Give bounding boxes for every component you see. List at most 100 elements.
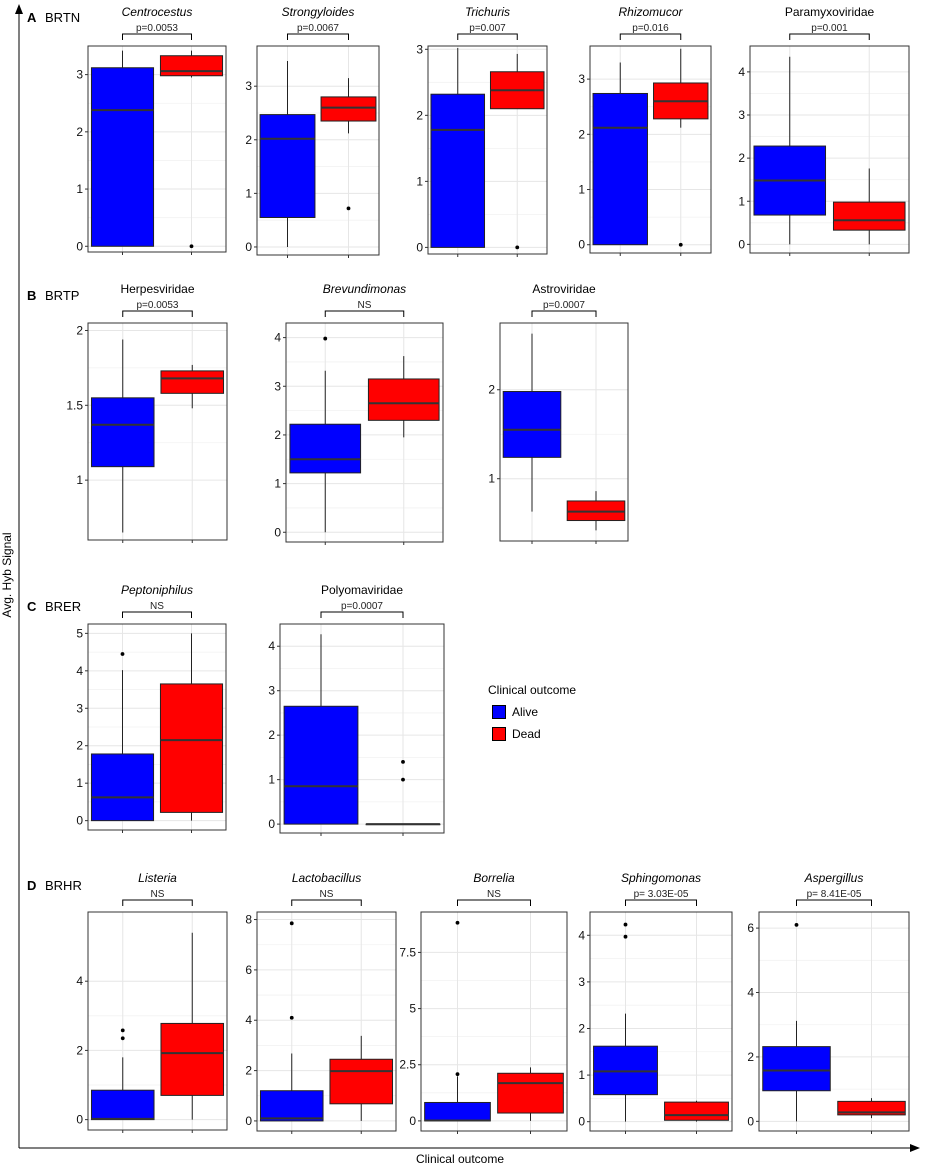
y-tick-label: 4 xyxy=(245,1013,252,1027)
plot-title: Peptoniphilus xyxy=(121,583,193,597)
box-alive xyxy=(259,1090,324,1122)
y-tick-label: 2 xyxy=(416,108,423,122)
y-tick-label: 1 xyxy=(76,182,83,196)
y-tick-label: 8 xyxy=(245,913,252,927)
y-tick-label: 0 xyxy=(245,1114,252,1128)
box-alive xyxy=(289,423,362,474)
chart-8: 0 1 2 3 4 5 NS Peptoniphilus xyxy=(76,583,227,833)
y-tick-label: 0 xyxy=(409,1114,416,1128)
y-tick-label: 4 xyxy=(274,331,281,345)
y-tick-label: 1 xyxy=(738,194,745,208)
box-dead xyxy=(320,96,377,122)
y-tick-label: 1.5 xyxy=(66,398,83,412)
significance-bracket xyxy=(122,611,192,618)
plot-title: Rhizomucor xyxy=(618,5,683,19)
y-tick-label: 3 xyxy=(274,379,281,393)
chart-0: 0 1 2 3 p=0.0053 Centrocestus xyxy=(76,5,227,255)
y-tick-label: 2 xyxy=(268,728,275,742)
significance-bracket xyxy=(291,899,362,906)
p-value-label: p=0.007 xyxy=(469,23,506,34)
plot-frame xyxy=(256,45,380,256)
y-tick-label: 1 xyxy=(578,1068,585,1082)
chart-6: 0 1 2 3 4 NS Brevundimonas xyxy=(274,282,444,545)
plot-frame xyxy=(87,911,228,1131)
plot-title: Strongyloides xyxy=(282,5,355,19)
p-value-label: p= 8.41E-05 xyxy=(807,889,862,900)
panel-letter-d: D xyxy=(27,878,36,893)
plot-frame xyxy=(279,623,445,834)
outlier-point-dead xyxy=(678,242,683,247)
chart-12: 0 2.5 5 7.5 NS Borrelia xyxy=(399,871,568,1134)
panel-name-d: BRHR xyxy=(45,878,82,893)
p-value-label: NS xyxy=(487,889,501,900)
y-tick-label: 1 xyxy=(274,477,281,491)
p-value-label: p=0.0067 xyxy=(297,23,339,34)
significance-bracket xyxy=(796,899,872,906)
panel-name-a: BRTN xyxy=(45,10,80,25)
plot-title: Trichuris xyxy=(465,5,510,19)
outlier-point-alive xyxy=(623,922,628,927)
plot-title: Listeria xyxy=(138,871,177,885)
y-tick-label: 4 xyxy=(747,986,754,1000)
panel-name-b: BRTP xyxy=(45,288,79,303)
y-tick-label: 2 xyxy=(578,127,585,141)
chart-9: 0 1 2 3 4 p=0.0007 Polyomaviridae xyxy=(268,583,445,836)
y-tick-label: 6 xyxy=(245,963,252,977)
plot-title: Polyomaviridae xyxy=(321,583,403,597)
outlier-point-alive xyxy=(623,934,628,939)
box-dead xyxy=(329,1058,394,1105)
p-value-label: p=0.001 xyxy=(811,23,848,34)
y-tick-label: 0 xyxy=(76,239,83,253)
p-value-label: NS xyxy=(358,300,372,311)
chart-10: 0 2 4 NS Listeria xyxy=(76,871,228,1133)
p-value-label: p=0.0053 xyxy=(137,300,179,311)
plot-frame xyxy=(589,911,733,1132)
plot-frame xyxy=(427,45,548,255)
plot-frame xyxy=(87,45,227,253)
box-alive xyxy=(90,397,155,468)
y-tick-label: 1 xyxy=(245,186,252,200)
y-tick-label: 1 xyxy=(268,773,275,787)
chart-3: 0 1 2 3 p=0.016 Rhizomucor xyxy=(578,5,712,256)
significance-bracket xyxy=(619,33,682,40)
plot-frame xyxy=(589,45,712,254)
y-tick-label: 4 xyxy=(76,664,83,678)
y-tick-label: 5 xyxy=(76,626,83,640)
significance-bracket xyxy=(789,33,870,40)
p-value-label: NS xyxy=(151,889,165,900)
significance-bracket xyxy=(324,310,405,317)
outlier-point-alive xyxy=(120,652,125,656)
outlier-point-alive xyxy=(455,1072,460,1077)
y-tick-label: 4 xyxy=(268,639,275,653)
plot-title: Sphingomonas xyxy=(621,871,701,885)
y-tick-label: 0 xyxy=(245,240,252,254)
y-tick-label: 6 xyxy=(747,921,754,935)
box-dead xyxy=(159,55,224,77)
y-axis-label: Avg. Hyb Signal xyxy=(0,532,14,617)
box-alive xyxy=(762,1046,831,1092)
x-axis-label: Clinical outcome xyxy=(416,1152,504,1166)
chart-13: 0 1 2 3 4 p= 3.03E-05 Sphingomonas xyxy=(578,871,733,1134)
box-alive xyxy=(430,93,486,248)
legend-label-alive: Alive xyxy=(512,705,539,719)
outlier-point-dead xyxy=(189,244,194,249)
plot-frame xyxy=(87,322,228,541)
y-tick-label: 3 xyxy=(245,79,252,93)
legend-label-dead: Dead xyxy=(512,727,541,741)
box-dead xyxy=(159,683,224,813)
significance-bracket xyxy=(625,899,697,906)
outlier-point-dead xyxy=(401,759,405,764)
y-tick-label: 3 xyxy=(416,42,423,56)
box-alive xyxy=(502,391,562,458)
y-tick-label: 0 xyxy=(274,525,281,539)
plot-frame xyxy=(256,911,397,1132)
y-tick-label: 2 xyxy=(488,383,495,397)
plot-title: Aspergillus xyxy=(804,871,864,885)
panel-name-c: BRER xyxy=(45,599,81,614)
significance-bracket xyxy=(531,310,597,317)
outlier-point-alive xyxy=(289,1015,294,1020)
chart-14: 0 2 4 6 p= 8.41E-05 Aspergillus xyxy=(747,871,910,1134)
y-tick-label: 4 xyxy=(738,65,745,79)
y-tick-label: 3 xyxy=(76,701,83,715)
